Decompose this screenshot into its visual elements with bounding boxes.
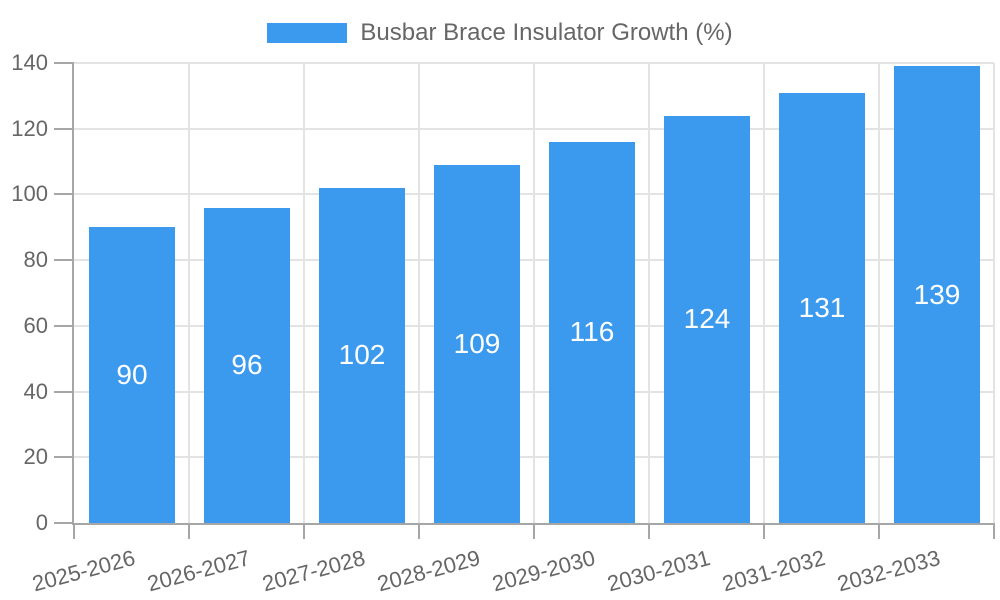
x-tick-label: 2032-2033 <box>834 545 943 597</box>
x-tick-label: 2028-2029 <box>374 545 483 597</box>
x-tick-mark <box>533 523 535 539</box>
x-tick-label: 2031-2032 <box>719 545 828 597</box>
y-tick-label: 80 <box>23 247 48 273</box>
x-axis-line <box>72 523 994 525</box>
x-tick-mark <box>648 523 650 539</box>
y-tick-label: 60 <box>23 312 48 338</box>
x-tick-label: 2030-2031 <box>604 545 713 597</box>
y-tick-label: 100 <box>11 181 48 207</box>
bar-value-label: 109 <box>453 328 501 359</box>
bar-2026-2027[interactable] <box>204 207 290 523</box>
gridline-v <box>303 63 305 523</box>
x-tick-label: 2025-2026 <box>29 545 138 597</box>
bar-2028-2029[interactable] <box>434 164 520 523</box>
gridline-v <box>533 63 535 523</box>
gridline-v <box>878 63 880 523</box>
bar-value-label: 131 <box>798 292 846 323</box>
legend-swatch <box>267 23 348 43</box>
y-tick-label: 20 <box>23 444 48 470</box>
bar-value-label: 102 <box>338 339 386 370</box>
bar-value-label: 139 <box>913 279 961 310</box>
x-tick-label: 2027-2028 <box>259 545 368 597</box>
y-tick-label: 0 <box>35 510 48 535</box>
gridline-v <box>648 63 650 523</box>
bar-2029-2030[interactable] <box>549 141 635 523</box>
gridline-v <box>993 63 995 523</box>
bar-value-label: 90 <box>116 359 148 390</box>
y-tick-mark <box>54 193 74 196</box>
legend[interactable]: Busbar Brace Insulator Growth (%) <box>0 13 1000 53</box>
bar-2032-2033[interactable] <box>894 66 980 523</box>
y-tick-mark <box>54 127 74 130</box>
bar-2030-2031[interactable] <box>664 115 750 523</box>
y-tick-mark <box>54 259 74 262</box>
bar-2025-2026[interactable] <box>89 227 175 523</box>
x-tick-mark <box>303 523 305 539</box>
y-tick-mark <box>54 522 74 524</box>
x-tick-mark <box>188 523 190 539</box>
gridline-v <box>188 63 190 523</box>
bar-2027-2028[interactable] <box>319 187 405 523</box>
x-tick-mark <box>418 523 420 539</box>
bar-value-label: 96 <box>231 349 263 380</box>
x-tick-mark <box>763 523 765 539</box>
gridline-v <box>418 63 420 523</box>
y-tick-mark <box>54 390 74 393</box>
y-tick-mark <box>54 324 74 327</box>
x-tick-label: 2029-2030 <box>489 545 598 597</box>
bar-value-label: 124 <box>683 303 731 334</box>
gridline-v <box>763 63 765 523</box>
y-axis-line <box>72 63 74 523</box>
legend-label: Busbar Brace Insulator Growth (%) <box>360 19 733 46</box>
bar-value-label: 116 <box>569 316 615 347</box>
bar-2031-2032[interactable] <box>779 92 865 523</box>
y-tick-label: 120 <box>11 115 48 141</box>
x-tick-label: 2026-2027 <box>144 545 253 597</box>
y-tick-label: 40 <box>23 378 48 404</box>
x-tick-mark <box>73 523 75 539</box>
x-tick-mark <box>993 523 995 539</box>
y-tick-mark <box>54 456 74 459</box>
y-tick-mark <box>54 62 74 64</box>
x-tick-mark <box>878 523 880 539</box>
y-tick-label: 140 <box>11 50 48 75</box>
